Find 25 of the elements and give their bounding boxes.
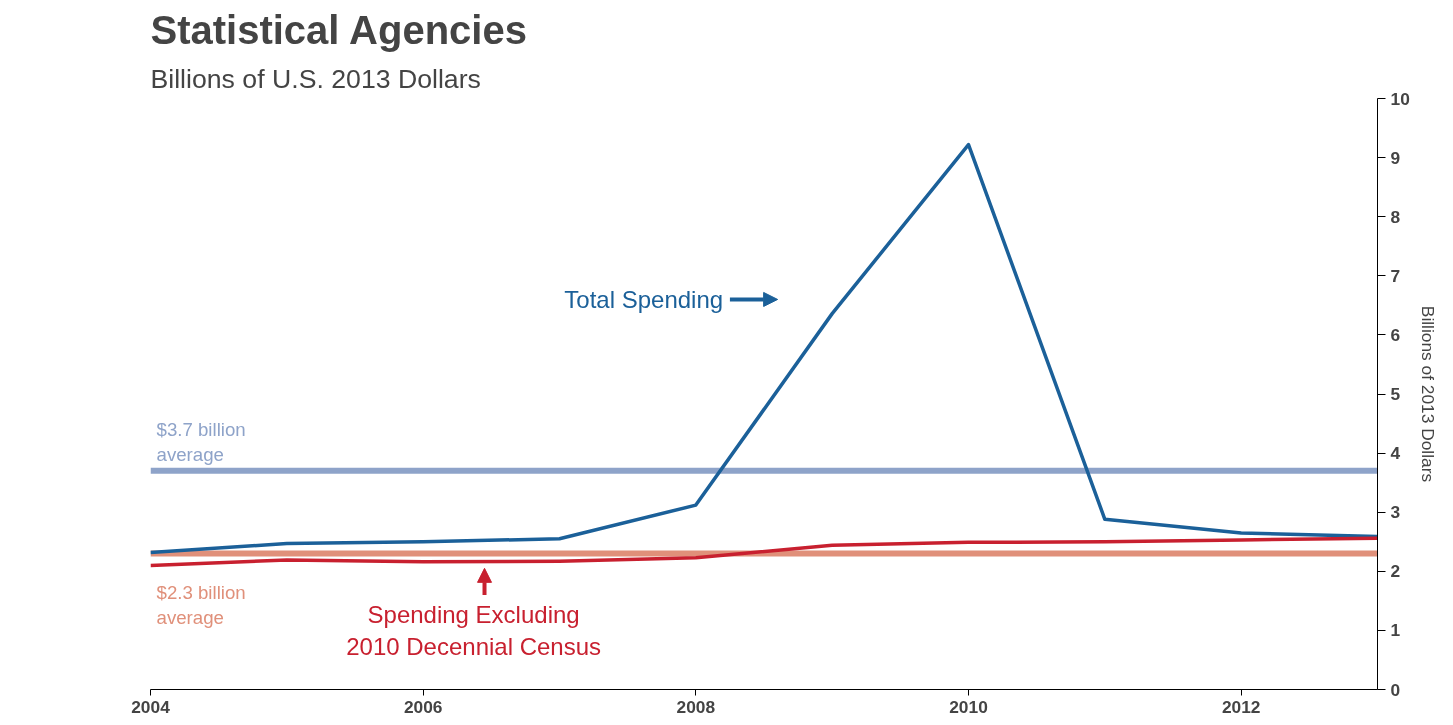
y-tick-label: 8 — [1390, 206, 1401, 227]
x-tick-label: 2008 — [676, 696, 716, 717]
y-tick-label: 0 — [1390, 679, 1401, 700]
y-tick-label: 4 — [1390, 443, 1401, 464]
y-tick-label: 3 — [1390, 502, 1401, 523]
series-label: Spending Excluding 2010 Decennial Census — [346, 600, 602, 661]
chart-title: Statistical Agencies — [150, 7, 527, 52]
ref-line-label: $3.7 billion average — [156, 418, 246, 465]
y-tick-label: 10 — [1390, 88, 1410, 109]
x-tick-label: 2006 — [403, 696, 443, 717]
line-series — [150, 142, 1378, 555]
legend-label: Total Spending — [564, 285, 724, 313]
y-axis-title: Billions of 2013 Dollars — [1417, 305, 1438, 483]
y-tick-label: 6 — [1390, 324, 1401, 345]
y-tick-label: 9 — [1390, 147, 1401, 168]
y-tick-label: 5 — [1390, 384, 1401, 404]
ref-line-label: $2.3 billion average — [156, 581, 246, 628]
y-tick-label: 1 — [1390, 620, 1401, 641]
x-tick-label: 2004 — [131, 696, 171, 717]
y-tick-label: 2 — [1390, 561, 1401, 582]
x-tick-label: 2012 — [1221, 696, 1261, 717]
line-series — [150, 536, 1378, 568]
y-tick-label: 7 — [1390, 265, 1401, 286]
chart-subtitle: Billions of U.S. 2013 Dollars — [150, 63, 481, 94]
x-tick-label: 2010 — [949, 696, 988, 717]
